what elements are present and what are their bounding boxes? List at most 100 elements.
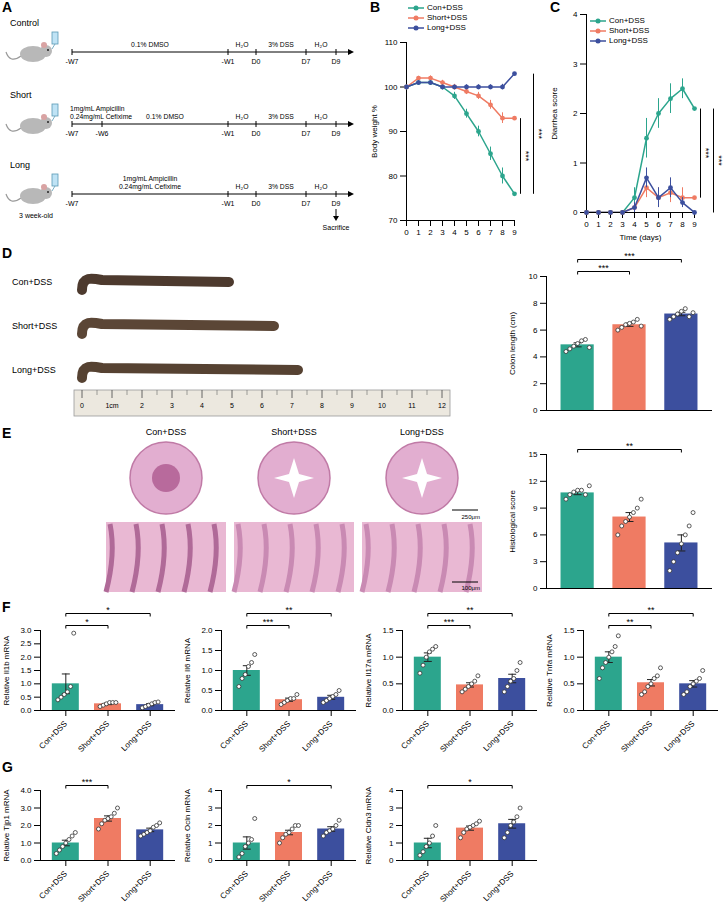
- svg-text:4: 4: [208, 786, 213, 795]
- svg-text:0: 0: [533, 584, 538, 593]
- svg-text:9: 9: [350, 402, 354, 409]
- svg-text:7: 7: [290, 402, 294, 409]
- svg-text:***: ***: [714, 155, 724, 166]
- svg-text:1: 1: [596, 220, 601, 229]
- svg-text:3: 3: [170, 402, 174, 409]
- svg-text:7: 7: [488, 228, 493, 237]
- svg-text:1: 1: [208, 839, 213, 848]
- svg-text:7: 7: [668, 220, 673, 229]
- svg-text:8: 8: [500, 228, 505, 237]
- svg-text:5: 5: [644, 220, 649, 229]
- svg-text:Con+DSS: Con+DSS: [580, 719, 612, 751]
- svg-text:***: ***: [534, 128, 544, 139]
- svg-text:0: 0: [404, 228, 409, 237]
- svg-text:0.1% DMSO: 0.1% DMSO: [146, 113, 184, 120]
- svg-text:Short+DSS: Short+DSS: [271, 427, 316, 437]
- svg-text:0: 0: [584, 220, 589, 229]
- svg-text:15: 15: [529, 450, 538, 459]
- svg-text:Short+DSS: Short+DSS: [438, 719, 473, 754]
- svg-text:8: 8: [533, 299, 538, 308]
- svg-text:D0: D0: [252, 58, 261, 65]
- svg-text:H₂O: H₂O: [236, 113, 249, 120]
- svg-text:**: **: [626, 617, 634, 627]
- svg-text:Short+DSS: Short+DSS: [438, 869, 473, 904]
- svg-text:1mg/mL Ampicillin: 1mg/mL Ampicillin: [70, 105, 125, 113]
- svg-text:Body weight %: Body weight %: [370, 105, 379, 158]
- svg-text:H₂O: H₂O: [236, 41, 249, 48]
- svg-text:0: 0: [573, 208, 578, 217]
- svg-text:250μm: 250μm: [462, 514, 480, 520]
- svg-text:Con+DSS: Con+DSS: [146, 427, 186, 437]
- svg-text:3: 3: [533, 557, 538, 566]
- svg-text:0.5: 0.5: [382, 679, 394, 688]
- svg-text:0: 0: [80, 402, 84, 409]
- svg-text:70: 70: [389, 216, 398, 225]
- svg-text:4: 4: [200, 402, 204, 409]
- svg-text:6: 6: [656, 220, 661, 229]
- svg-text:2: 2: [208, 821, 213, 830]
- svg-text:1.0: 1.0: [20, 839, 32, 848]
- svg-text:100μm: 100μm: [462, 585, 480, 591]
- svg-text:80: 80: [389, 172, 398, 181]
- svg-text:*: *: [106, 605, 110, 615]
- svg-text:***: ***: [521, 151, 531, 162]
- svg-text:8: 8: [320, 402, 324, 409]
- svg-text:***: ***: [444, 617, 455, 627]
- svg-text:12: 12: [438, 402, 446, 409]
- svg-text:Short+DSS: Short+DSS: [257, 869, 292, 904]
- svg-text:*: *: [468, 777, 472, 787]
- svg-text:1.0: 1.0: [201, 666, 213, 675]
- svg-text:Long+DSS: Long+DSS: [663, 719, 697, 753]
- svg-text:Relative Ocln mRNA: Relative Ocln mRNA: [183, 788, 192, 862]
- svg-text:0.24mg/mL Cefixime: 0.24mg/mL Cefixime: [70, 113, 132, 121]
- svg-text:H₂O: H₂O: [236, 183, 249, 190]
- svg-text:1cm: 1cm: [105, 402, 118, 409]
- svg-text:1.0: 1.0: [382, 653, 394, 662]
- svg-text:1.5: 1.5: [201, 646, 213, 655]
- svg-text:5: 5: [464, 228, 469, 237]
- svg-text:2: 2: [389, 821, 394, 830]
- svg-text:-W1: -W1: [222, 130, 235, 137]
- svg-text:-W7: -W7: [66, 130, 79, 137]
- svg-text:Long: Long: [10, 160, 30, 170]
- svg-text:Long+DSS: Long+DSS: [120, 869, 154, 903]
- svg-text:D9: D9: [332, 130, 341, 137]
- svg-text:3 week-old: 3 week-old: [19, 212, 53, 219]
- svg-text:**: **: [647, 605, 655, 615]
- svg-text:4.0: 4.0: [20, 786, 32, 795]
- svg-text:9: 9: [692, 220, 697, 229]
- svg-text:0.24mg/mL Cefixime: 0.24mg/mL Cefixime: [119, 183, 181, 191]
- svg-text:0: 0: [389, 856, 394, 865]
- svg-text:Colon length (cm): Colon length (cm): [508, 312, 517, 375]
- svg-text:-W1: -W1: [222, 58, 235, 65]
- svg-text:***: ***: [598, 263, 609, 273]
- svg-text:Diarrhea score: Diarrhea score: [550, 87, 559, 140]
- svg-text:1: 1: [389, 839, 394, 848]
- svg-text:6: 6: [533, 530, 538, 539]
- svg-text:1mg/mL Ampicillin: 1mg/mL Ampicillin: [123, 175, 178, 183]
- svg-text:Long+DSS: Long+DSS: [120, 719, 154, 753]
- svg-text:0.0: 0.0: [20, 706, 32, 715]
- svg-text:Relative Il17a mRNA: Relative Il17a mRNA: [364, 633, 373, 708]
- svg-text:2: 2: [140, 402, 144, 409]
- svg-text:5: 5: [230, 402, 234, 409]
- svg-text:Short+DSS: Short+DSS: [76, 869, 111, 904]
- svg-text:Long+DSS: Long+DSS: [400, 427, 444, 437]
- svg-text:90: 90: [389, 127, 398, 136]
- svg-text:Long+DSS: Long+DSS: [482, 719, 516, 753]
- svg-text:0.5: 0.5: [201, 686, 213, 695]
- svg-text:Long+DSS: Long+DSS: [301, 719, 335, 753]
- svg-text:Con+DSS: Con+DSS: [12, 277, 52, 287]
- svg-text:-W1: -W1: [222, 200, 235, 207]
- svg-text:H₂O: H₂O: [315, 41, 328, 48]
- svg-text:2: 2: [533, 379, 538, 388]
- svg-text:4: 4: [533, 352, 538, 361]
- svg-text:0: 0: [533, 406, 538, 415]
- svg-text:H₂O: H₂O: [315, 183, 328, 190]
- svg-text:8: 8: [680, 220, 685, 229]
- svg-text:3: 3: [208, 804, 213, 813]
- svg-text:0.0: 0.0: [382, 706, 394, 715]
- svg-text:1.5: 1.5: [563, 626, 575, 635]
- svg-text:Relative Il1b mRNA: Relative Il1b mRNA: [2, 635, 11, 705]
- svg-text:0.1% DMSO: 0.1% DMSO: [131, 41, 169, 48]
